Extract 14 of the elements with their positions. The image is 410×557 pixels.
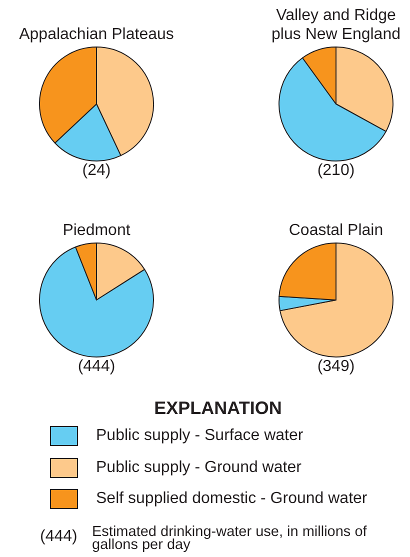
slice-label: Coastal Plain bbox=[288, 221, 384, 240]
text: (444) bbox=[40, 528, 78, 546]
legend-label: Public supply - Surface water bbox=[96, 427, 304, 445]
legend-title: EXPLANATION bbox=[153, 398, 283, 419]
text: (24) bbox=[81, 162, 112, 180]
slice-label: Appalachian Plateaus bbox=[19, 25, 174, 44]
legend-label: Public supply - Ground water bbox=[96, 458, 302, 476]
text: (349) bbox=[316, 358, 356, 376]
slice-label: Piedmont bbox=[62, 221, 130, 240]
slice-label: Valley and Ridge plus New England bbox=[270, 6, 402, 44]
text: (210) bbox=[316, 162, 356, 180]
legend-label: Self supplied domestic - Ground water bbox=[96, 490, 368, 508]
text: Estimated drinking-water use, in millions of gallons per day bbox=[92, 524, 368, 553]
text: (444) bbox=[76, 358, 116, 376]
